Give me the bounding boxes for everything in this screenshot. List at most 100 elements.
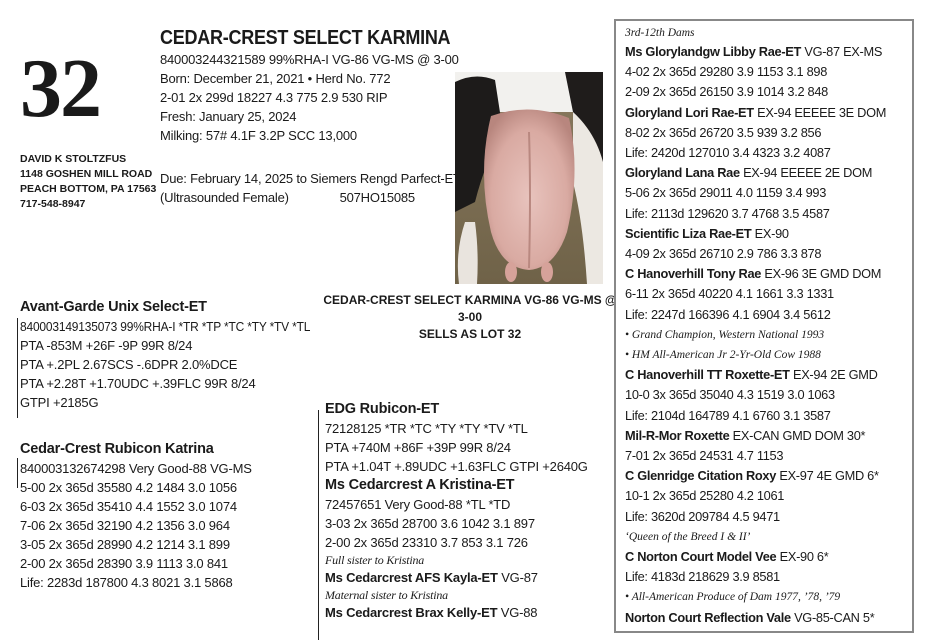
dam-record: 4-09 2x 365d 26710 2.9 786 3.3 878 (625, 246, 822, 262)
ancestor-name: C Hanoverhill TT Roxette-ET (625, 367, 790, 383)
dam-name-line: C Hanoverhill TT Roxette-ET EX-94 2E GMD (625, 365, 912, 385)
sister-name: Ms Cedarcrest Brax Kelly-ET (325, 605, 498, 620)
ultrasound-line: (Ultrasounded Female) 507HO15085 (160, 188, 482, 207)
ancestor-name: Gloryland Lana Rae (625, 165, 740, 181)
sire-line: PTA -853M +26F -9P 99R 8/24 (20, 338, 193, 353)
sibling-note: Maternal sister to Kristina (325, 588, 448, 602)
maternal-sire-line: 72128125 *TR *TC *TY *TY *TV *TL (325, 421, 528, 436)
sister-grade: VG-88 (500, 605, 538, 620)
dam-record: Life: 2104d 164789 4.1 6760 3.1 3587 (625, 407, 831, 423)
dam-info: Cedar-Crest Rubicon Katrina 840003132674… (20, 440, 252, 592)
registration-line: 840003244321589 99%RHA-I VG-86 VG-MS @ 3… (160, 52, 459, 67)
maternal-sire-name: EDG Rubicon-ET (325, 401, 440, 417)
lot-number: 32 (20, 42, 102, 135)
dam-record: Life: 2420d 127010 3.4 4323 3.2 4087 (625, 145, 831, 161)
dam-record: 7-01 2x 365d 24531 4.7 1153 (625, 448, 784, 464)
dam-record: Life: 2247d 166396 4.1 6904 3.4 5612 (625, 306, 831, 322)
ancestor-grade: EX-CAN GMD DOM 30* (732, 427, 866, 443)
dam-record: Life: 2283d 187800 4.3 8021 3.1 5868 (20, 575, 233, 590)
ancestor-grade: VG-87 EX-MS (804, 44, 883, 59)
dam-record: 10-1 2x 365d 25280 4.2 1061 (625, 488, 785, 504)
dam-name-line: Norton Court Reflection Vale VG-85-CAN 5… (625, 608, 912, 628)
caption-line-1: CEDAR-CREST SELECT KARMINA VG-86 VG-MS @… (323, 293, 617, 324)
birth-line: Born: December 21, 2021 • Herd No. 772 (160, 71, 391, 86)
maternal-sire-info: EDG Rubicon-ET 72128125 *TR *TC *TY *TY … (325, 400, 588, 622)
dam-record: 8-02 2x 365d 26720 3.5 939 3.2 856 (625, 124, 822, 140)
ancestor-grade: EX-97 4E GMD 6* (779, 468, 879, 484)
ancestor-grade: EX-94 2E GMD (792, 367, 878, 383)
dam-name-line: C Norton Court Model Vee EX-90 6* (625, 547, 912, 567)
pedigree-bracket (17, 318, 18, 418)
panel-title: 3rd-12th Dams (625, 27, 695, 39)
ultrasound-note: (Ultrasounded Female) (160, 190, 289, 205)
dam-name-line: Gloryland Lana Rae EX-94 EEEEE 2E DOM (625, 163, 912, 183)
dam-record: 6-11 2x 365d 40220 4.1 1661 3.3 1331 (625, 286, 834, 302)
sire-line: GTPI +2185G (20, 395, 99, 410)
pedigree-bracket (17, 458, 18, 488)
owner-name: DAVID K STOLTZFUS (20, 153, 127, 165)
ancestor-name: Mil-R-Mor Roxette (625, 427, 730, 443)
dam-note: ‘Queen of the Breed I & II’ (625, 530, 751, 543)
dam-record: 2-00 2x 365d 28390 3.9 1113 3.0 841 (20, 556, 228, 571)
dam-name-line: C Hanoverhill Tony Rae EX-96 3E GMD DOM (625, 264, 912, 284)
dam-line: 840003132674298 Very Good-88 VG-MS (20, 461, 252, 476)
dam-note: • Grand Champion, Western National 1993 (625, 328, 825, 341)
dam-record: 6-03 2x 365d 35410 4.4 1552 3.0 1074 (20, 499, 237, 514)
maternal-sire-line: PTA +1.04T +.89UDC +1.63FLC GTPI +2640G (325, 459, 588, 474)
ancestor-name: Ms Glorylandgw Libby Rae-ET (625, 44, 802, 59)
dam-record: 5-00 2x 365d 35580 4.2 1484 3.0 1056 (20, 480, 237, 495)
dam-record: 2-09 2x 365d 26150 3.9 1014 3.2 848 (625, 84, 828, 100)
sister-grade: VG-87 (501, 570, 538, 585)
dam-record: 10-0 3x 365d 35040 4.3 1519 3.0 1063 (625, 387, 835, 403)
cow-udder-photo (455, 72, 603, 284)
dam-record: Life: 3620d 209784 4.5 9471 (625, 508, 780, 524)
dam-record: Life: 14 Lact 249583 3.7 9295 (625, 628, 912, 631)
dam-record: Life: 4183d 218629 3.9 8581 (625, 569, 780, 585)
sire-line: PTA +.2PL 2.67SCS -.6DPR 2.0%DCE (20, 357, 238, 372)
sire-line: PTA +2.28T +1.70UDC +.39FLC 99R 8/24 (20, 376, 256, 391)
dam-name-line: Mil-R-Mor Roxette EX-CAN GMD DOM 30* (625, 426, 912, 446)
sister-name: Ms Cedarcrest AFS Kayla-ET (325, 570, 498, 585)
dam-record: Life: 2113d 129620 3.7 4768 3.5 4587 (625, 205, 830, 221)
dams-list: Ms Glorylandgw Libby Rae-ET VG-87 EX-MS 4… (625, 42, 912, 631)
ancestor-name: C Hanoverhill Tony Rae (625, 266, 762, 282)
dam-note: • All-American Produce of Dam 1977, ’78,… (625, 591, 841, 604)
owner-city: PEACH BOTTOM, PA 17563 (20, 183, 157, 195)
lot-header: CEDAR-CREST SELECT KARMINA 8400032443215… (160, 26, 482, 207)
dam-name-line: Ms Glorylandgw Libby Rae-ET VG-87 EX-MS (625, 42, 912, 62)
photo-caption: CEDAR-CREST SELECT KARMINA VG-86 VG-MS @… (320, 292, 620, 343)
ancestor-grade: VG-85-CAN 5* (794, 609, 875, 625)
ancestor-grade: EX-94 EEEEE 2E DOM (743, 165, 873, 181)
sister-line: Ms Cedarcrest Brax Kelly-ET VG-88 (325, 603, 588, 622)
dam-record: 3-05 2x 365d 28990 4.2 1214 3.1 899 (20, 537, 230, 552)
dam-record: 4-02 2x 365d 29280 3.9 1153 3.1 898 (625, 64, 828, 80)
ancestor-name: C Glenridge Citation Roxy (625, 468, 777, 484)
caption-line-2: SELLS AS LOT 32 (418, 327, 522, 341)
dam-name-line: Scientific Liza Rae-ET EX-90 (625, 224, 912, 244)
sister-line: Ms Cedarcrest AFS Kayla-ET VG-87 (325, 568, 588, 587)
milking-line: Milking: 57# 4.1F 3.2P SCC 13,000 (160, 128, 357, 143)
ancestor-grade: EX-90 (754, 225, 789, 241)
dam-note: • HM All-American Jr 2-Yr-Old Cow 1988 (625, 349, 821, 362)
dam-name-line: Gloryland Lori Rae-ET EX-94 EEEEE 3E DOM (625, 103, 912, 123)
maternal-sire-line: PTA +740M +86F +39P 99R 8/24 (325, 440, 511, 455)
owner-info: DAVID K STOLTZFUS 1148 GOSHEN MILL ROAD … (20, 152, 156, 212)
owner-phone: 717-548-8947 (20, 198, 86, 210)
granddam-record: 2-00 2x 365d 23310 3.7 853 3.1 726 (325, 535, 528, 550)
dam-name: Cedar-Crest Rubicon Katrina (20, 441, 214, 457)
dam-record: 5-06 2x 365d 29011 4.0 1159 3.4 993 (625, 185, 827, 201)
owner-address: 1148 GOSHEN MILL ROAD (20, 168, 153, 180)
pedigree-bracket (318, 410, 319, 640)
dam-name-line: C Glenridge Citation Roxy EX-97 4E GMD 6… (625, 466, 912, 486)
ancestor-name: Norton Court Reflection Vale (625, 609, 791, 625)
sire-info: Avant-Garde Unix Select-ET 8400031491350… (20, 298, 335, 412)
ancestor-grade: EX-94 EEEEE 3E DOM (757, 104, 887, 120)
ancestor-name: Scientific Liza Rae-ET (625, 225, 752, 241)
sire-name: Avant-Garde Unix Select-ET (20, 299, 207, 315)
dam-record: 7-06 2x 365d 32190 4.2 1356 3.0 964 (20, 518, 230, 533)
sire-line: 840003149135073 99%RHA-I *TR *TP *TC *TY… (20, 319, 311, 334)
udder-image (455, 72, 603, 284)
granddam-record: 3-03 2x 365d 28700 3.6 1042 3.1 897 (325, 516, 535, 531)
extended-dams-panel: 3rd-12th Dams Ms Glorylandgw Libby Rae-E… (614, 19, 914, 633)
ancestor-grade: EX-90 6* (779, 549, 829, 565)
